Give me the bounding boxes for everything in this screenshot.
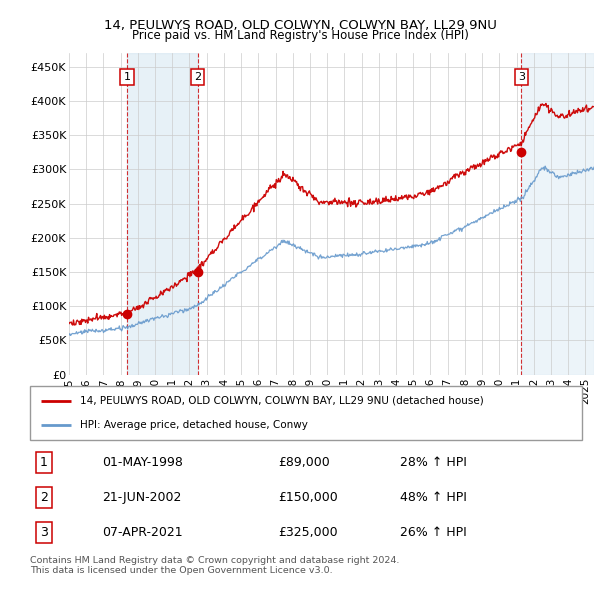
Text: £89,000: £89,000 (278, 455, 330, 468)
Text: 2: 2 (40, 490, 48, 504)
Text: £325,000: £325,000 (278, 526, 338, 539)
Bar (521, 53, 594, 375)
Text: HPI: Average price, detached house, Conwy: HPI: Average price, detached house, Conw… (80, 420, 308, 430)
Text: 3: 3 (40, 526, 48, 539)
Text: 28% ↑ HPI: 28% ↑ HPI (400, 455, 467, 468)
Text: Contains HM Land Registry data © Crown copyright and database right 2024.: Contains HM Land Registry data © Crown c… (30, 556, 400, 565)
Text: 1: 1 (124, 72, 131, 82)
Text: This data is licensed under the Open Government Licence v3.0.: This data is licensed under the Open Gov… (30, 566, 332, 575)
Text: 26% ↑ HPI: 26% ↑ HPI (400, 526, 467, 539)
Text: Price paid vs. HM Land Registry's House Price Index (HPI): Price paid vs. HM Land Registry's House … (131, 30, 469, 42)
Text: 21-JUN-2002: 21-JUN-2002 (102, 490, 181, 504)
Text: £150,000: £150,000 (278, 490, 338, 504)
Text: 2: 2 (194, 72, 201, 82)
Text: 3: 3 (518, 72, 524, 82)
Bar (127, 53, 197, 375)
Text: 01-MAY-1998: 01-MAY-1998 (102, 455, 182, 468)
Text: 07-APR-2021: 07-APR-2021 (102, 526, 182, 539)
Text: 14, PEULWYS ROAD, OLD COLWYN, COLWYN BAY, LL29 9NU: 14, PEULWYS ROAD, OLD COLWYN, COLWYN BAY… (104, 19, 496, 32)
FancyBboxPatch shape (30, 386, 582, 440)
Text: 1: 1 (40, 455, 48, 468)
Text: 14, PEULWYS ROAD, OLD COLWYN, COLWYN BAY, LL29 9NU (detached house): 14, PEULWYS ROAD, OLD COLWYN, COLWYN BAY… (80, 396, 484, 406)
Text: 48% ↑ HPI: 48% ↑ HPI (400, 490, 467, 504)
